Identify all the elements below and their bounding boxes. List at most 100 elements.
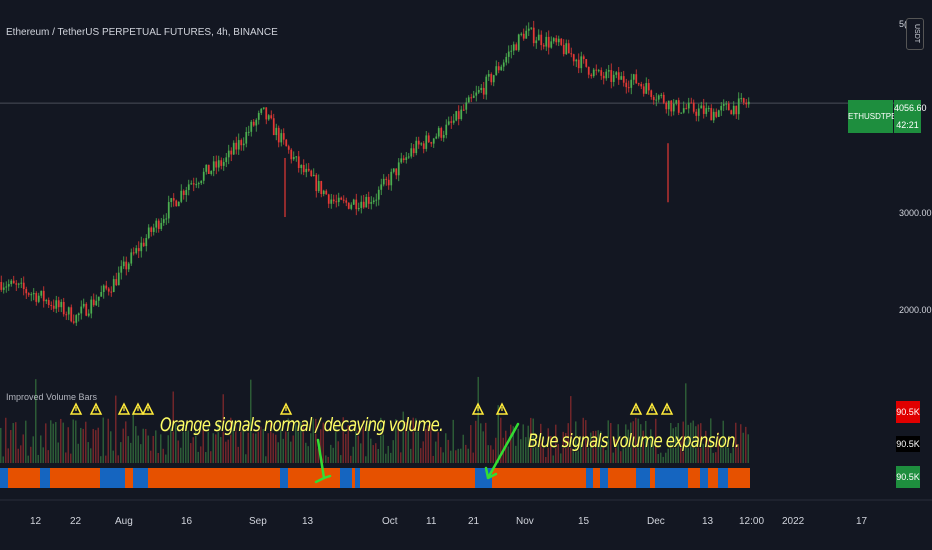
candle-body: [162, 219, 165, 223]
warning-icon: [471, 402, 485, 415]
candle-body: [170, 198, 173, 203]
volume-bar: [462, 434, 464, 463]
time-label: Oct: [382, 516, 398, 527]
candle-body: [102, 285, 105, 293]
symbol-title[interactable]: Ethereum / TetherUS PERPETUAL FUTURES, 4…: [6, 27, 278, 38]
candle-body: [500, 66, 503, 71]
volume-bar: [157, 452, 159, 463]
candle-body: [595, 69, 598, 71]
volume-bar: [140, 444, 142, 463]
warning-icon: [69, 402, 83, 415]
volume-bar: [652, 436, 654, 463]
candle-body: [510, 50, 513, 52]
volume-bar: [255, 433, 257, 463]
volume-bar: [695, 426, 697, 463]
candle-body: [397, 162, 400, 176]
candle-body: [507, 51, 510, 57]
candle-body: [65, 314, 68, 316]
candle-body: [405, 157, 408, 161]
candle-body: [447, 121, 450, 125]
volume-bar: [390, 452, 392, 463]
volume-bar: [172, 391, 174, 463]
time-label: Aug: [115, 516, 133, 527]
candle-body: [5, 286, 8, 288]
volume-bar: [612, 452, 614, 463]
countdown-label: 42:21: [894, 117, 921, 133]
candle-body: [182, 190, 185, 195]
candle-body: [420, 143, 423, 145]
time-label: 12: [30, 516, 42, 527]
volume-bar: [92, 428, 94, 463]
volume-bar: [617, 424, 619, 463]
candle-body: [365, 196, 368, 208]
candle-body: [497, 66, 500, 71]
volume-bar: [72, 419, 74, 463]
indicator-name[interactable]: Improved Volume Bars: [6, 392, 98, 402]
volume-bar: [585, 420, 587, 463]
volume-bar: [387, 445, 389, 463]
candle-body: [550, 41, 553, 48]
volume-bar: [562, 431, 564, 463]
candle-body: [282, 133, 285, 140]
candle-body: [157, 220, 160, 229]
candle-body: [482, 87, 485, 95]
volume-bar: [692, 420, 694, 463]
volume-bar: [522, 424, 524, 463]
volume-bar: [335, 425, 337, 463]
volume-bar: [245, 454, 247, 463]
candle-body: [707, 108, 710, 110]
candle-body: [285, 139, 288, 147]
time-label: 12:00: [739, 516, 765, 527]
candle-body: [172, 198, 175, 201]
candle-body: [305, 168, 308, 173]
volume-bar: [250, 379, 252, 463]
volume-bar: [520, 439, 522, 463]
candle-body: [107, 288, 110, 292]
volume-bar: [77, 443, 79, 463]
candle-body: [672, 103, 675, 112]
volume-bar: [342, 417, 344, 463]
candle-body: [675, 100, 678, 104]
candle-body: [132, 252, 135, 254]
candle-body: [322, 190, 325, 195]
volume-bar: [70, 453, 72, 463]
candle-body: [177, 201, 180, 207]
volume-bar: [82, 428, 84, 463]
candle-body: [80, 306, 83, 314]
volume-bar: [467, 448, 469, 463]
volume-bar: [742, 432, 744, 463]
candle-body: [315, 174, 318, 192]
candle-body: [425, 135, 428, 149]
volume-bar: [397, 421, 399, 463]
candle-body: [412, 148, 415, 154]
volume-bar: [162, 448, 164, 463]
price-tick-3000: 3000.00: [899, 208, 932, 218]
candle-body: [122, 261, 125, 267]
volume-bar: [657, 454, 659, 463]
time-label: 2022: [782, 516, 805, 527]
candle-body: [70, 307, 73, 322]
volume-bar: [745, 426, 747, 463]
candle-body: [307, 168, 310, 171]
currency-button[interactable]: USDT: [906, 18, 924, 50]
volume-bar: [557, 443, 559, 463]
volume-bar: [667, 448, 669, 463]
volume-bar: [457, 448, 459, 463]
volume-label-red: 90.5K: [896, 401, 920, 423]
volume-bar: [632, 421, 634, 463]
volume-bar: [447, 439, 449, 463]
candle-body: [17, 283, 20, 285]
candle-body: [502, 62, 505, 67]
candle-body: [360, 201, 363, 208]
volume-bar: [575, 421, 577, 463]
warning-icon: [131, 402, 145, 415]
volume-bar: [130, 442, 132, 463]
volume-bar: [410, 448, 412, 463]
volume-bar: [277, 442, 279, 463]
blue-signal-annotation: Blue signals volume expansion.: [528, 430, 740, 452]
volume-bar: [552, 455, 554, 463]
volume-bar: [192, 437, 194, 463]
volume-expansion-segment: [718, 468, 728, 488]
volume-expansion-segment: [40, 468, 50, 488]
